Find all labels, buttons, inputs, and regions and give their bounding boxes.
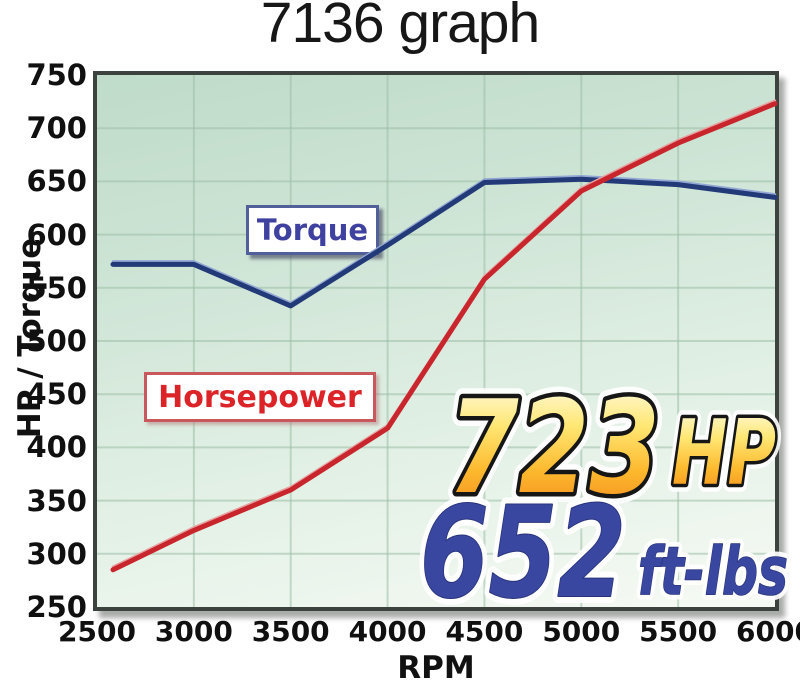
y-tick-label: 350 (26, 483, 87, 518)
x-tick-label: 2500 (58, 615, 136, 648)
x-tick-label: 3500 (251, 615, 330, 648)
y-tick-label: 600 (26, 217, 87, 252)
y-tick-label: 700 (26, 111, 87, 146)
y-tick-label: 750 (26, 58, 87, 92)
x-tick-label: 4500 (445, 615, 524, 648)
x-tick-label: 5000 (542, 615, 621, 648)
chart-title: 7136 graph (260, 0, 540, 55)
x-tick-label: 3000 (154, 615, 233, 648)
torque-series-label: Torque (246, 205, 379, 255)
y-tick-label: 400 (26, 430, 87, 465)
horsepower-series-label: Horsepower (144, 372, 376, 422)
x-axis-title: RPM (397, 650, 475, 686)
x-tick-label: 6000 (736, 615, 800, 648)
horsepower-label-text: Horsepower (158, 379, 362, 415)
y-tick-label: 500 (26, 324, 87, 358)
y-tick-label: 300 (26, 536, 87, 571)
y-tick-label: 550 (26, 270, 87, 305)
y-tick-label: 250 (26, 590, 87, 624)
y-tick-label: 650 (26, 164, 87, 199)
torque-label-text: Torque (256, 213, 369, 247)
x-tick-label: 4000 (348, 615, 427, 648)
plot-area (93, 71, 779, 611)
x-tick-label: 5500 (639, 615, 718, 648)
y-tick-label: 450 (26, 377, 87, 412)
